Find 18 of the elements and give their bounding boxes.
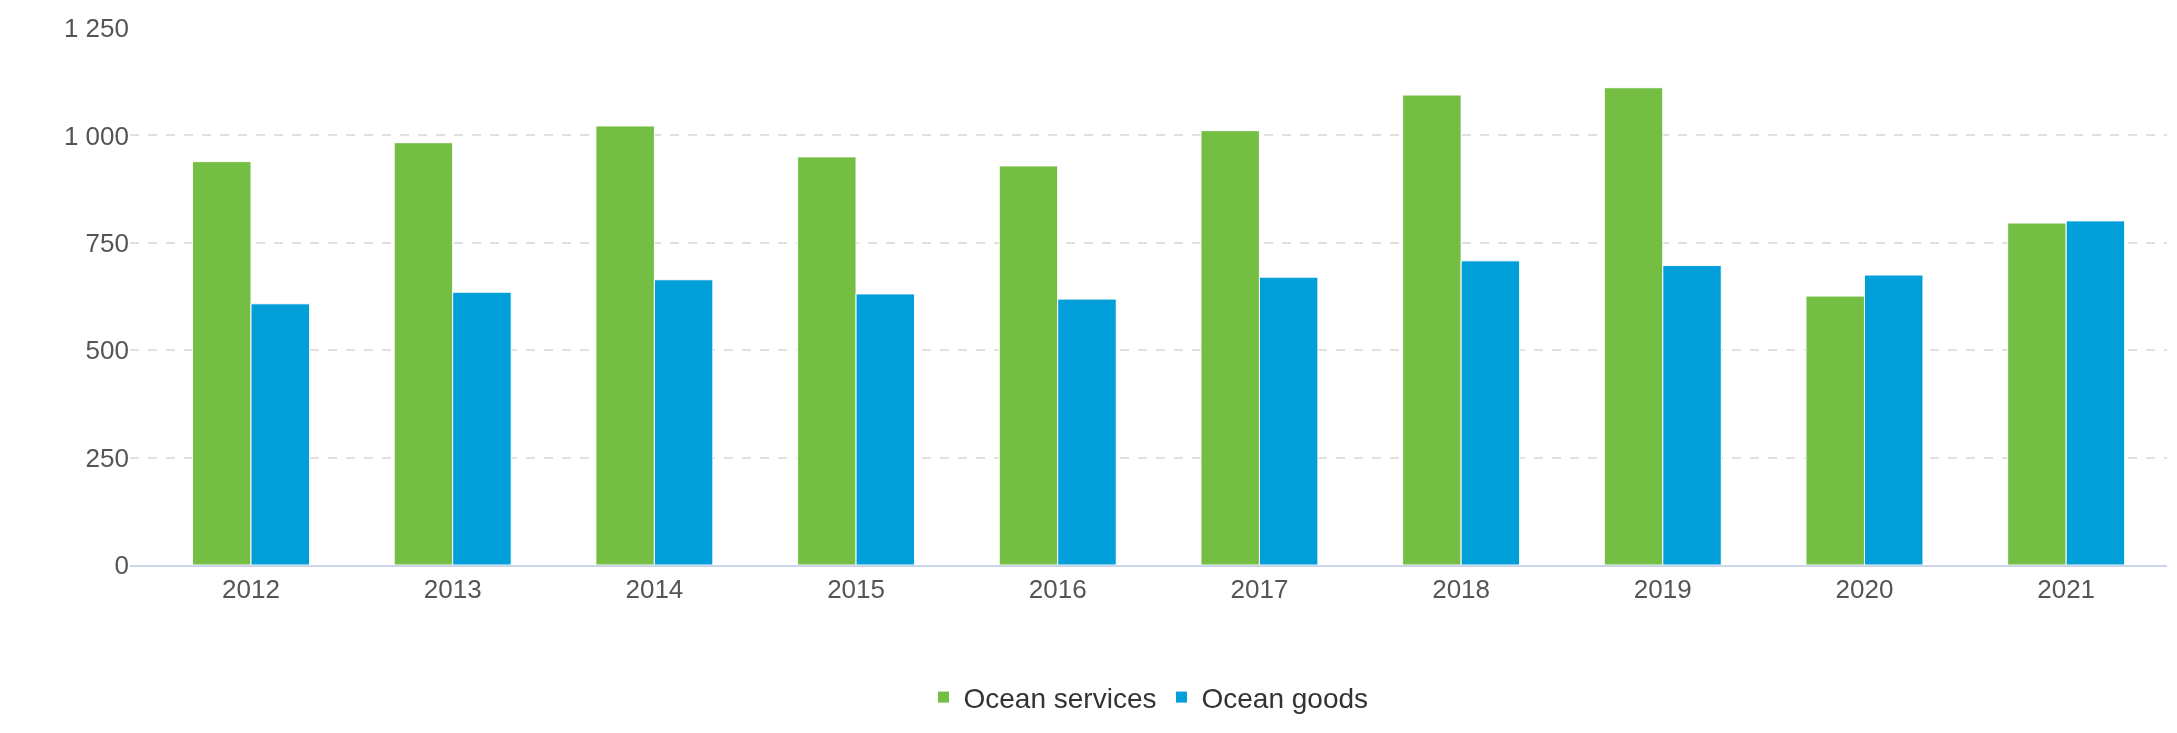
x-tick-label: 2013 (423, 574, 482, 605)
y-tick-label: 750 (85, 227, 129, 258)
x-tick-label: 2020 (1835, 574, 1894, 605)
x-tick-label: 2019 (1633, 574, 1692, 605)
y-tick-label: 1 250 (63, 13, 129, 44)
x-tick-label: 2018 (1432, 574, 1491, 605)
legend-label: Ocean services (963, 683, 1157, 715)
y-tick-label: 1 000 (63, 120, 129, 151)
x-tick-label: 2014 (625, 574, 684, 605)
y-tick-label: 500 (85, 335, 129, 366)
x-tick-label: 2021 (2037, 574, 2096, 605)
x-tick-label: 2012 (222, 574, 280, 605)
y-tick-label: 0 (114, 550, 129, 581)
x-tick-label: 2016 (1028, 574, 1087, 605)
x-tick-label: 2015 (827, 574, 885, 605)
x-tick-label: 2017 (1230, 574, 1289, 605)
y-tick-label: 250 (85, 442, 129, 473)
legend-label: Ocean goods (1201, 683, 1369, 715)
